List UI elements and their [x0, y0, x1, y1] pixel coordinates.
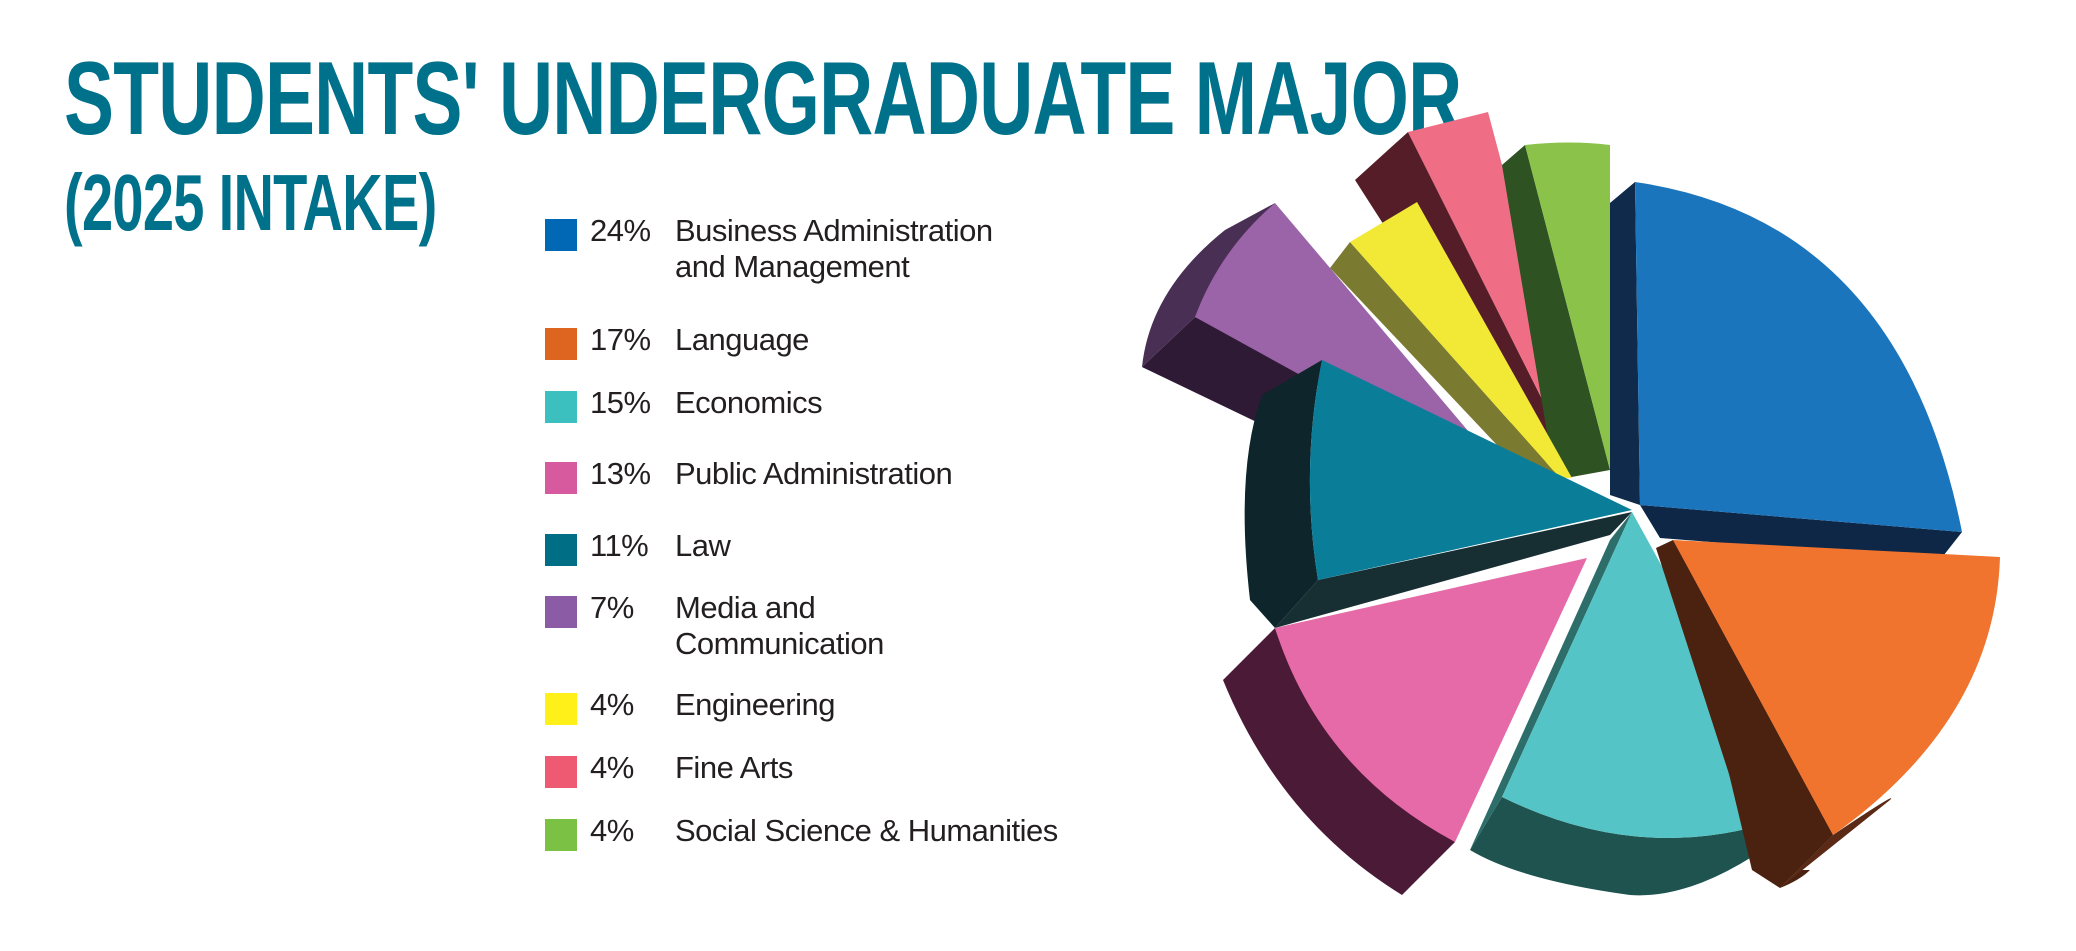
legend-swatch — [545, 391, 577, 423]
legend-label: Engineering — [675, 687, 835, 722]
slice-engineering — [1330, 202, 1572, 480]
page-title: STUDENTS' UNDERGRADUATE MAJOR — [64, 41, 1462, 157]
legend-percent: 4% — [590, 750, 634, 785]
legend-item-public-administration: 13% Public Administration — [545, 456, 953, 494]
legend-label: Social Science & Humanities — [675, 813, 1058, 848]
legend-percent: 17% — [590, 322, 651, 357]
legend-label: Economics — [675, 385, 823, 420]
legend-percent: 7% — [590, 590, 634, 625]
legend-item-fine-arts: 4% Fine Arts — [545, 750, 793, 788]
legend-swatch — [545, 596, 577, 628]
slice-law — [1244, 360, 1632, 628]
chart-legend: 24% Business Administration and Manageme… — [545, 0, 1165, 951]
legend-label: Public Administration — [675, 456, 953, 491]
legend-percent: 4% — [590, 813, 634, 848]
legend-percent: 4% — [590, 687, 634, 722]
legend-label-line1: Business Administration — [675, 213, 993, 248]
legend-label-line1: Media and — [675, 590, 816, 625]
legend-swatch — [545, 534, 577, 566]
legend-label: Fine Arts — [675, 750, 793, 785]
slice-language — [1656, 540, 2000, 888]
legend-percent: 24% — [590, 213, 651, 248]
slice-social-science — [1502, 142, 1610, 480]
legend-item-language: 17% Language — [545, 322, 809, 360]
legend-percent: 13% — [590, 456, 651, 491]
legend-swatch — [545, 756, 577, 788]
legend-item-social-science: 4% Social Science & Humanities — [545, 813, 1058, 851]
legend-percent: 15% — [590, 385, 651, 420]
legend-label: Language — [675, 322, 809, 357]
legend-item-law: 11% Law — [545, 528, 731, 566]
legend-item-engineering: 4% Engineering — [545, 687, 835, 725]
legend-swatch — [545, 819, 577, 851]
legend-label-line2: Communication — [675, 626, 884, 661]
legend-label-line2: and Management — [675, 249, 910, 284]
legend-swatch — [545, 328, 577, 360]
legend-item-media: 7% Media and Communication — [545, 590, 884, 661]
slice-public-administration — [1223, 558, 1587, 895]
legend-swatch — [545, 693, 577, 725]
legend-label: Media and Communication — [675, 590, 884, 662]
page-subtitle: (2025 INTAKE) — [64, 158, 437, 247]
legend-item-economics: 15% Economics — [545, 385, 823, 423]
legend-label: Business Administration and Management — [675, 213, 993, 285]
legend-label: Law — [675, 528, 731, 563]
slice-business-administration — [1610, 182, 1962, 560]
legend-item-business: 24% Business Administration and Manageme… — [545, 213, 993, 284]
legend-swatch — [545, 462, 577, 494]
legend-percent: 11% — [590, 528, 649, 563]
legend-swatch — [545, 219, 577, 251]
